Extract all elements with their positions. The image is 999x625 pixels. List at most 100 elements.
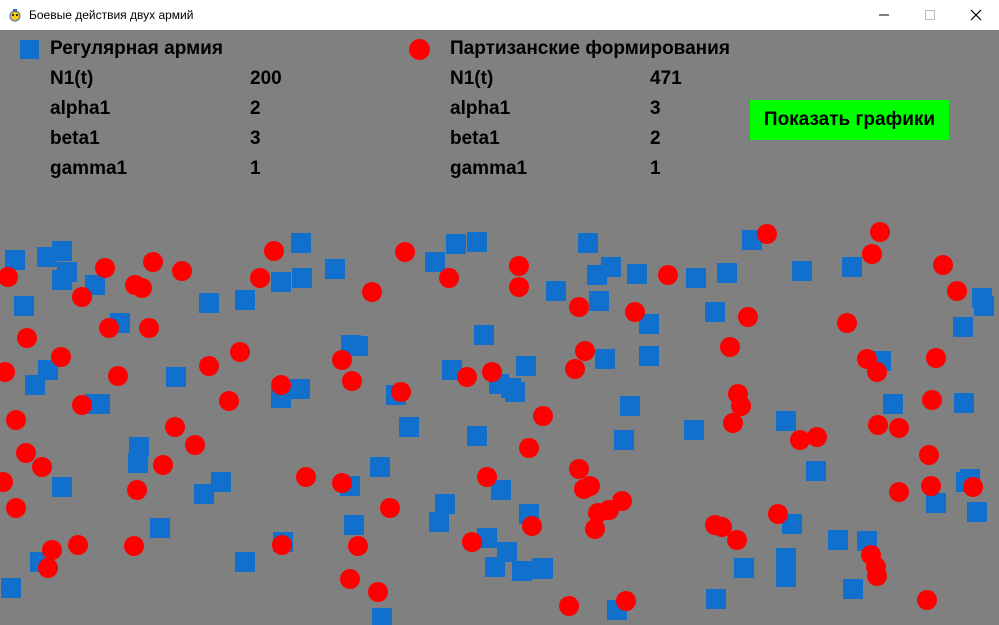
partisan-soldier (509, 256, 529, 276)
partisans-beta-label: beta1 (450, 128, 500, 149)
regular-soldier (883, 394, 903, 414)
regular-soldier (828, 530, 848, 550)
regular-soldier (477, 528, 497, 548)
partisan-soldier (165, 417, 185, 437)
regular-gamma-label: gamma1 (50, 158, 128, 179)
regular-soldier (166, 367, 186, 387)
partisan-soldier (889, 482, 909, 502)
partisan-soldier (132, 278, 152, 298)
regular-soldier (686, 268, 706, 288)
regular-soldier (491, 480, 511, 500)
regular-soldier (512, 561, 532, 581)
partisan-soldier (723, 413, 743, 433)
regular-soldier (485, 557, 505, 577)
regular-soldier (52, 241, 72, 261)
regular-soldier (467, 232, 487, 252)
regular-soldier (52, 270, 72, 290)
partisan-soldier (72, 395, 92, 415)
maximize-button[interactable] (907, 0, 953, 30)
regular-soldier (614, 430, 634, 450)
regular-army-panel: Регулярная армия N1(t) 200 alpha1 2 beta… (0, 30, 400, 190)
show-graphs-button[interactable]: Показать графики (750, 100, 949, 140)
regular-soldier (194, 484, 214, 504)
partisan-soldier (477, 467, 497, 487)
regular-soldier (442, 360, 462, 380)
partisan-soldier (332, 473, 352, 493)
regular-soldier (967, 502, 987, 522)
partisans-gamma-label: gamma1 (450, 158, 528, 179)
regular-soldier (291, 233, 311, 253)
regular-soldier (684, 420, 704, 440)
partisan-soldier (362, 282, 382, 302)
partisan-soldier (757, 224, 777, 244)
regular-soldier (595, 349, 615, 369)
partisan-soldier (72, 287, 92, 307)
partisan-soldier (348, 536, 368, 556)
partisan-soldier (264, 241, 284, 261)
regular-soldier (782, 514, 802, 534)
regular-soldier (953, 317, 973, 337)
partisan-soldier (482, 362, 502, 382)
regular-soldier (5, 250, 25, 270)
partisan-soldier (124, 536, 144, 556)
regular-soldier (776, 411, 796, 431)
partisan-soldier (921, 476, 941, 496)
partisan-soldier (807, 427, 827, 447)
partisan-soldier (738, 307, 758, 327)
regular-soldier (742, 230, 762, 250)
regular-soldier (954, 393, 974, 413)
regular-soldier (290, 379, 310, 399)
regular-soldier (344, 515, 364, 535)
partisans-beta-value: 2 (650, 128, 661, 149)
partisans-n-label: N1(t) (450, 68, 494, 89)
partisan-soldier (340, 569, 360, 589)
regular-soldier (1, 578, 21, 598)
regular-soldier (199, 293, 219, 313)
regular-soldier (516, 356, 536, 376)
partisan-soldier (0, 267, 18, 287)
regular-soldier (425, 252, 445, 272)
partisan-soldier (963, 477, 983, 497)
minimize-button[interactable] (861, 0, 907, 30)
partisan-soldier (919, 445, 939, 465)
regular-soldier (129, 437, 149, 457)
partisans-title: Партизанские формирования (450, 38, 730, 59)
regular-soldier (926, 493, 946, 513)
partisan-soldier (612, 491, 632, 511)
regular-soldier (399, 417, 419, 437)
partisan-soldier (139, 318, 159, 338)
partisan-soldier (519, 438, 539, 458)
partisan-soldier (68, 535, 88, 555)
regular-soldier (467, 426, 487, 446)
partisan-soldier (250, 268, 270, 288)
partisan-soldier (837, 313, 857, 333)
partisan-soldier (947, 281, 967, 301)
close-button[interactable] (953, 0, 999, 30)
window-titlebar: Боевые действия двух армий (0, 0, 999, 30)
partisan-soldier (17, 328, 37, 348)
partisan-soldier (868, 415, 888, 435)
partisan-soldier (6, 410, 26, 430)
regular-soldier (639, 346, 659, 366)
regular-soldier (620, 396, 640, 416)
partisans-alpha-value: 3 (650, 98, 661, 119)
regular-soldier (706, 589, 726, 609)
red-circle-icon (409, 39, 430, 60)
regular-gamma-value: 1 (250, 158, 261, 179)
regular-beta-label: beta1 (50, 128, 100, 149)
partisan-soldier (933, 255, 953, 275)
partisan-soldier (0, 362, 15, 382)
partisan-soldier (42, 540, 62, 560)
partisan-soldier (790, 430, 810, 450)
partisan-soldier (395, 242, 415, 262)
partisan-soldier (625, 302, 645, 322)
regular-soldier (501, 378, 521, 398)
partisan-soldier (172, 261, 192, 281)
partisan-soldier (720, 337, 740, 357)
partisan-soldier (153, 455, 173, 475)
regular-soldier (474, 325, 494, 345)
partisan-soldier (768, 504, 788, 524)
partisan-soldier (368, 582, 388, 602)
partisan-soldier (342, 371, 362, 391)
partisan-soldier (51, 347, 71, 367)
